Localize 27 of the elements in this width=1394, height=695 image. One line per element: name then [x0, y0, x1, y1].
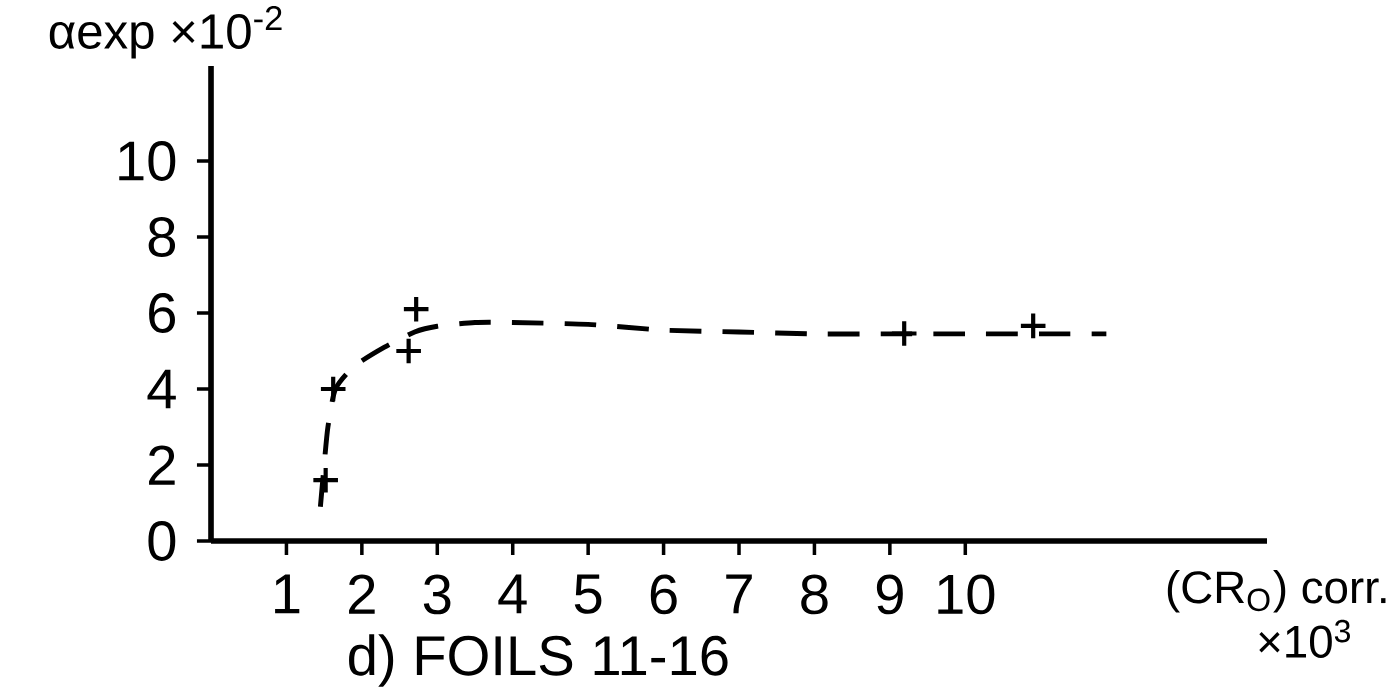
- y-tick-label: 4: [147, 369, 176, 409]
- x-tick-label: 10: [938, 574, 995, 615]
- text: d) FOILS 11-16: [349, 634, 728, 687]
- line-series: [317, 319, 1109, 510]
- x-tick-label: 7: [726, 574, 752, 614]
- text: ×10$^{3}$: [1259, 619, 1350, 658]
- x-tick-label: 5: [574, 574, 602, 614]
- x-tick-label: 6: [650, 574, 677, 615]
- x-tick-label: 9: [876, 574, 903, 615]
- point: [313, 467, 338, 493]
- x-tick-label: 4: [498, 574, 527, 614]
- x-axis-title: (CR$_{O}$) corr.: [1167, 569, 1386, 613]
- point: [1020, 313, 1046, 339]
- x-tick-label: 3: [423, 574, 451, 615]
- y-tick-label: 10: [119, 141, 176, 181]
- point: [403, 296, 429, 322]
- x-tick-label: 8: [801, 574, 828, 615]
- y-tick-label: 2: [149, 445, 175, 485]
- x-tick-label: 1: [275, 574, 300, 614]
- y-tick-label: 6: [149, 293, 175, 333]
- y-tick-label: 0: [148, 521, 176, 561]
- x-tick-label: 2: [349, 574, 375, 614]
- point: [320, 376, 346, 402]
- point: [396, 338, 421, 364]
- y-tick-label: 8: [148, 217, 176, 257]
- y-axis-title: αexp ×10$^{-2}$: [49, 6, 282, 59]
- point: [891, 321, 917, 346]
